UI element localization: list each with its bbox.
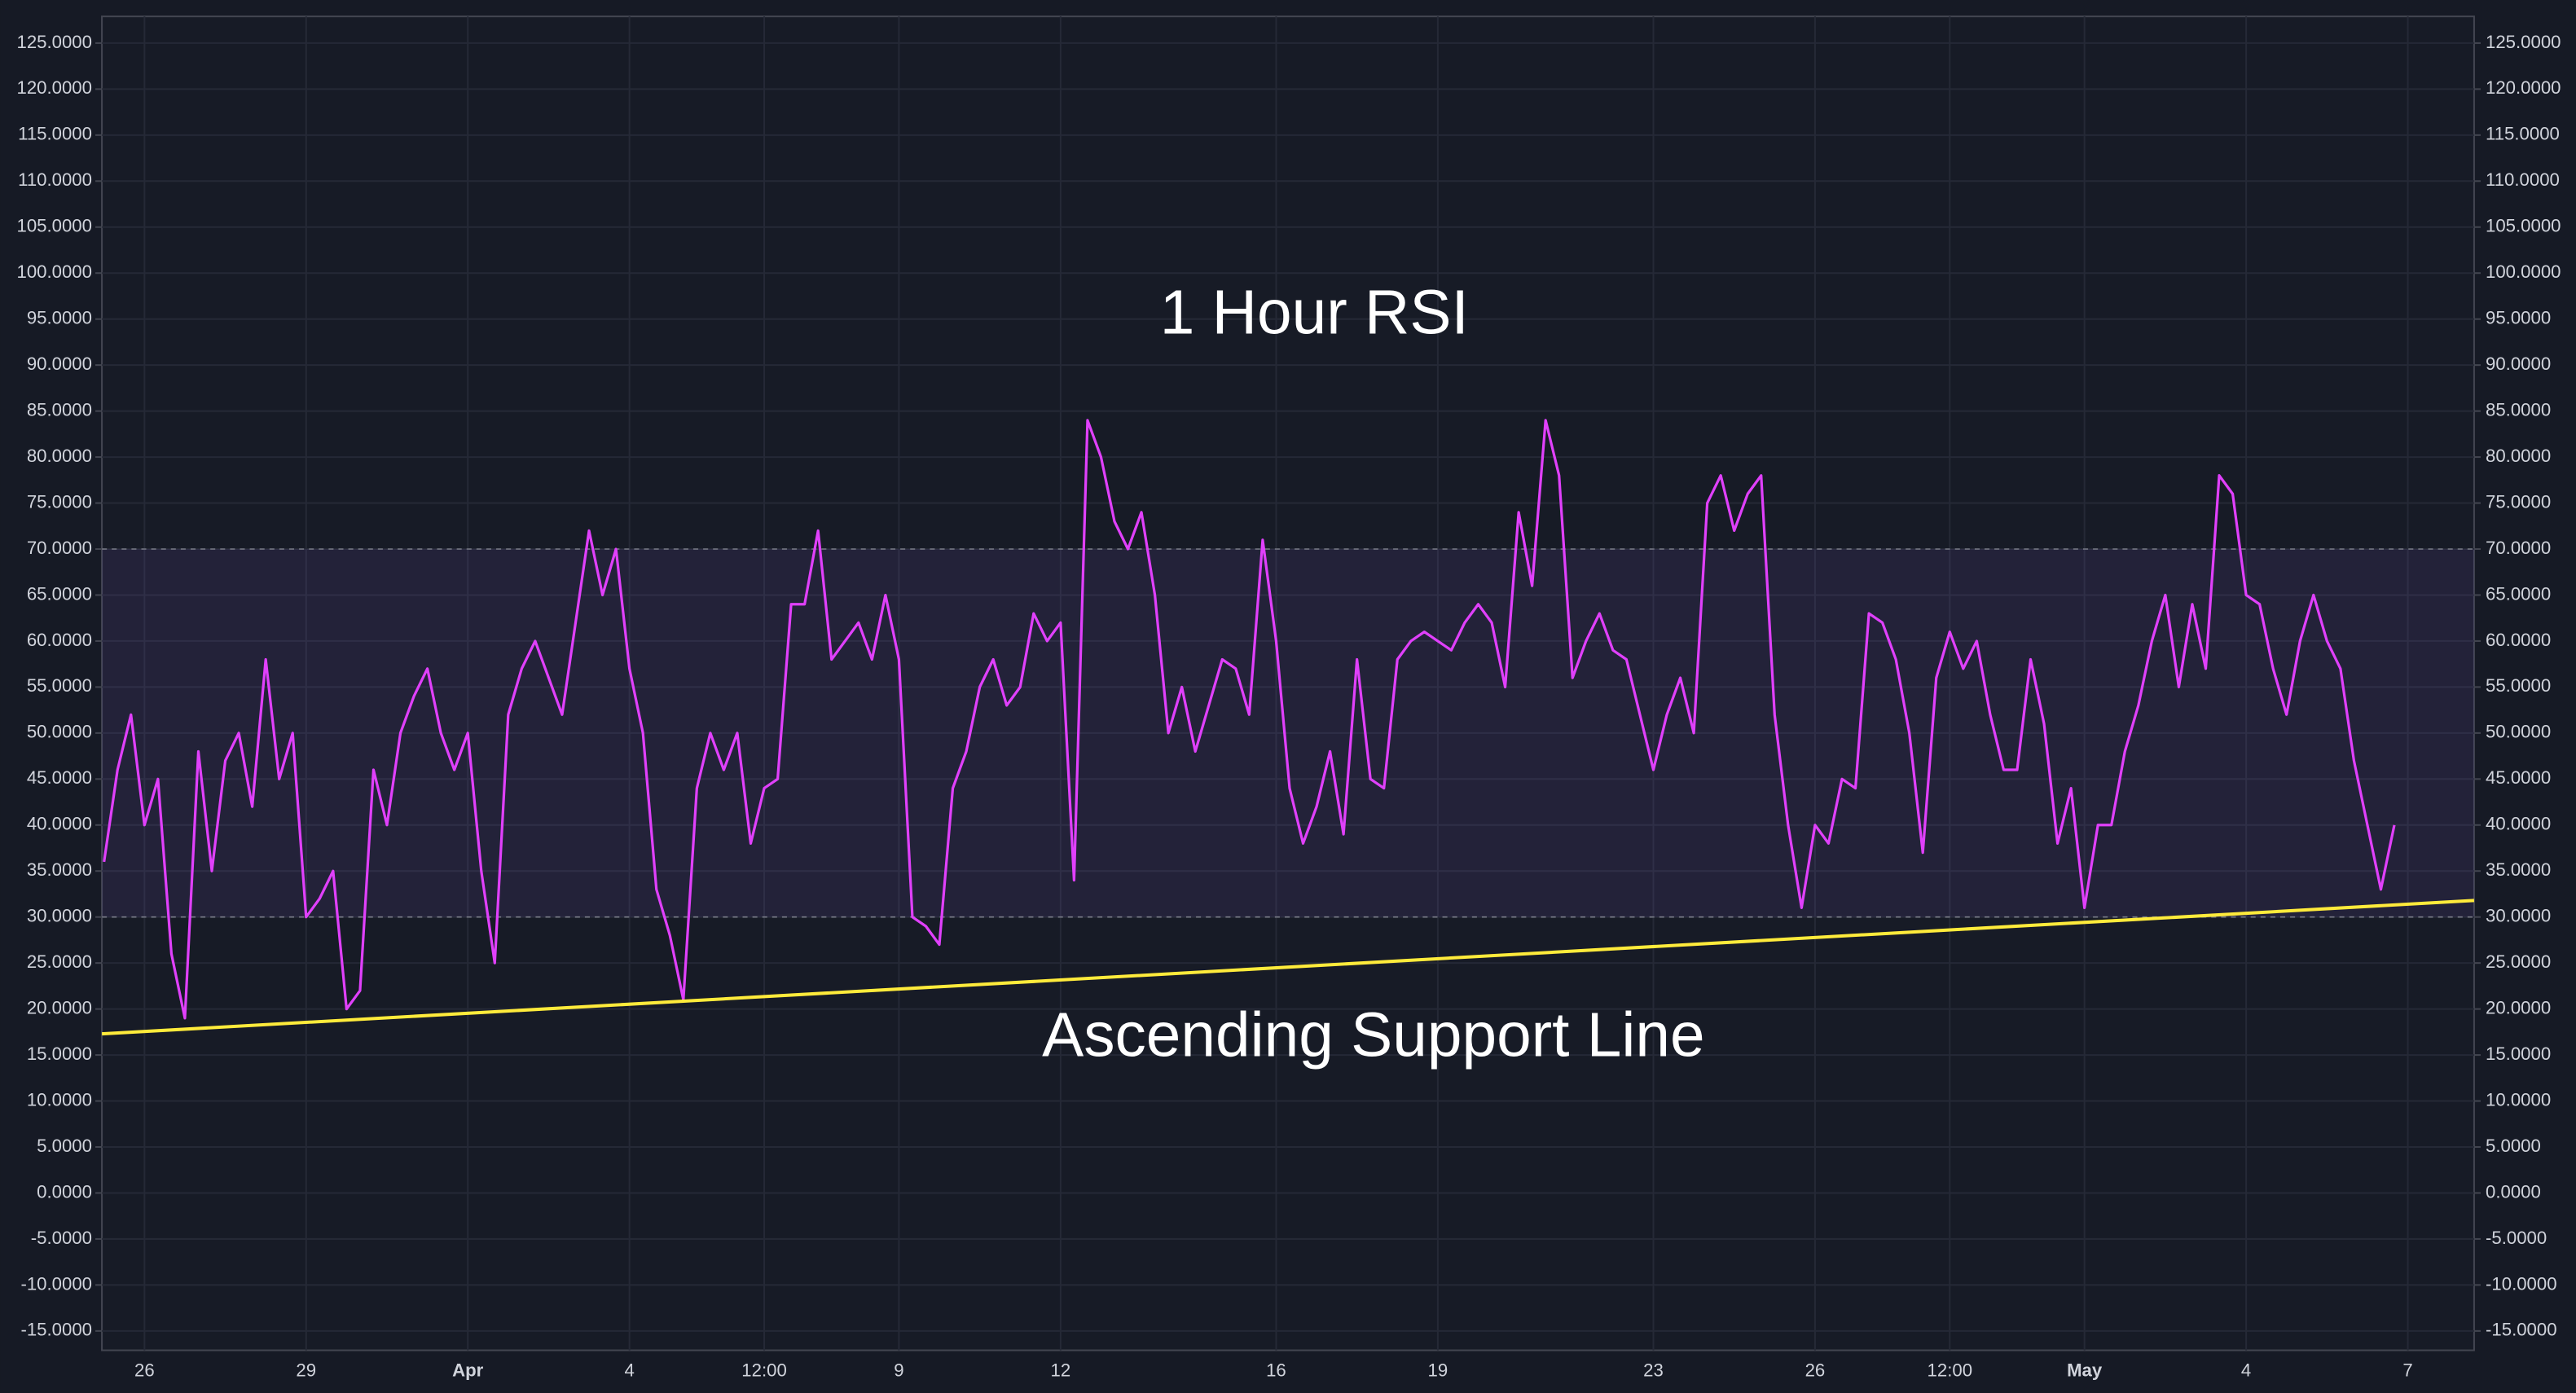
y-tick-label: 70.0000 (27, 538, 92, 558)
y-tick-label: 115.0000 (18, 124, 92, 144)
y-tick-label-right: 0.0000 (2486, 1181, 2541, 1202)
y-tick-label: 45.0000 (27, 767, 92, 788)
y-tick-label-right: 60.0000 (2486, 630, 2551, 650)
y-tick-label-right: -5.0000 (2486, 1228, 2547, 1248)
y-tick-label: 100.0000 (16, 261, 91, 282)
y-tick-label-right: 95.0000 (2486, 308, 2551, 328)
plot-area (101, 15, 2475, 1351)
y-tick-label-right: 115.0000 (2486, 124, 2560, 144)
y-tick-label: 50.0000 (27, 722, 92, 742)
y-tick-label-right: 65.0000 (2486, 583, 2551, 604)
x-tick-label: 29 (296, 1360, 316, 1381)
y-tick-label-right: 80.0000 (2486, 446, 2551, 466)
y-tick-label-right: 10.0000 (2486, 1089, 2551, 1110)
marks (101, 419, 2475, 1036)
y-tick-label-right: 75.0000 (2486, 491, 2551, 512)
y-tick-label-right: 90.0000 (2486, 354, 2551, 374)
y-tick-label-right: 70.0000 (2486, 538, 2551, 558)
y-tick-label-right: 120.0000 (2486, 77, 2561, 98)
band (102, 548, 2474, 917)
x-tick-label: 9 (894, 1360, 903, 1381)
y-tick-label-right: 100.0000 (2486, 261, 2561, 282)
x-tick-label: Apr (452, 1360, 484, 1381)
x-tick-label: 12:00 (1928, 1360, 1972, 1381)
support-line (101, 899, 2475, 1036)
y-tick-label: 65.0000 (27, 583, 92, 604)
y-tick-label-right: 35.0000 (2486, 859, 2551, 880)
x-tick-label: 12 (1051, 1360, 1071, 1381)
x-tick-label: 19 (1428, 1360, 1448, 1381)
x-tick-label: 16 (1266, 1360, 1286, 1381)
y-tick-label: -10.0000 (20, 1273, 92, 1294)
x-tick-label: 26 (134, 1360, 155, 1381)
y-tick-label: 10.0000 (27, 1089, 92, 1110)
rsi-line (103, 419, 2396, 1020)
y-tick-label: 120.0000 (16, 77, 91, 98)
y-tick-label: 125.0000 (16, 32, 91, 52)
y-tick-label: 35.0000 (27, 859, 92, 880)
y-tick-label-right: 55.0000 (2486, 675, 2551, 696)
y-tick-label-right: 85.0000 (2486, 399, 2551, 420)
y-tick-label: 90.0000 (27, 354, 92, 374)
y-tick-label: 40.0000 (27, 814, 92, 834)
x-tick-label: 4 (624, 1360, 634, 1381)
y-tick-label-right: 105.0000 (2486, 216, 2561, 236)
y-tick-label-right: 40.0000 (2486, 814, 2551, 834)
y-tick-label: 30.0000 (27, 906, 92, 926)
x-tick-label: 26 (1805, 1360, 1826, 1381)
y-tick-label-right: 110.0000 (2486, 169, 2560, 190)
y-tick-label: 15.0000 (27, 1044, 92, 1064)
y-tick-label: 5.0000 (37, 1136, 92, 1156)
y-tick-label: -15.0000 (20, 1320, 92, 1340)
y-tick-label-right: 50.0000 (2486, 722, 2551, 742)
x-tick-label: 4 (2241, 1360, 2251, 1381)
grid (95, 16, 2481, 1351)
y-tick-label: 60.0000 (27, 630, 92, 650)
y-tick-label: 55.0000 (27, 675, 92, 696)
y-tick-label-right: 45.0000 (2486, 767, 2551, 788)
y-tick-label-right: 15.0000 (2486, 1044, 2551, 1064)
y-tick-label: 0.0000 (37, 1181, 92, 1202)
chart-title: 1 Hour RSI (1160, 278, 1469, 347)
y-tick-label-right: 25.0000 (2486, 951, 2551, 972)
x-tick-label: May (2067, 1360, 2103, 1381)
y-tick-label-right: 20.0000 (2486, 997, 2551, 1017)
y-tick-label-right: -10.0000 (2486, 1273, 2557, 1294)
y-tick-label: 85.0000 (27, 399, 92, 420)
y-tick-label-right: 5.0000 (2486, 1136, 2541, 1156)
x-tick-label: 7 (2402, 1360, 2412, 1381)
y-tick-label: 25.0000 (27, 951, 92, 972)
x-tick-label: 12:00 (741, 1360, 786, 1381)
y-tick-label: 110.0000 (18, 169, 92, 190)
y-tick-label-right: 30.0000 (2486, 906, 2551, 926)
y-tick-label: 20.0000 (27, 997, 92, 1017)
annotation: Ascending Support Line (1042, 1001, 1705, 1070)
y-tick-label: 105.0000 (16, 216, 91, 236)
y-tick-label: 75.0000 (27, 491, 92, 512)
y-tick-label: -5.0000 (31, 1228, 92, 1248)
y-tick-label-right: 125.0000 (2486, 32, 2561, 52)
y-tick-label-right: -15.0000 (2486, 1320, 2557, 1340)
y-tick-label: 80.0000 (27, 446, 92, 466)
y-tick-label: 95.0000 (27, 308, 92, 328)
x-tick-label: 23 (1643, 1360, 1664, 1381)
